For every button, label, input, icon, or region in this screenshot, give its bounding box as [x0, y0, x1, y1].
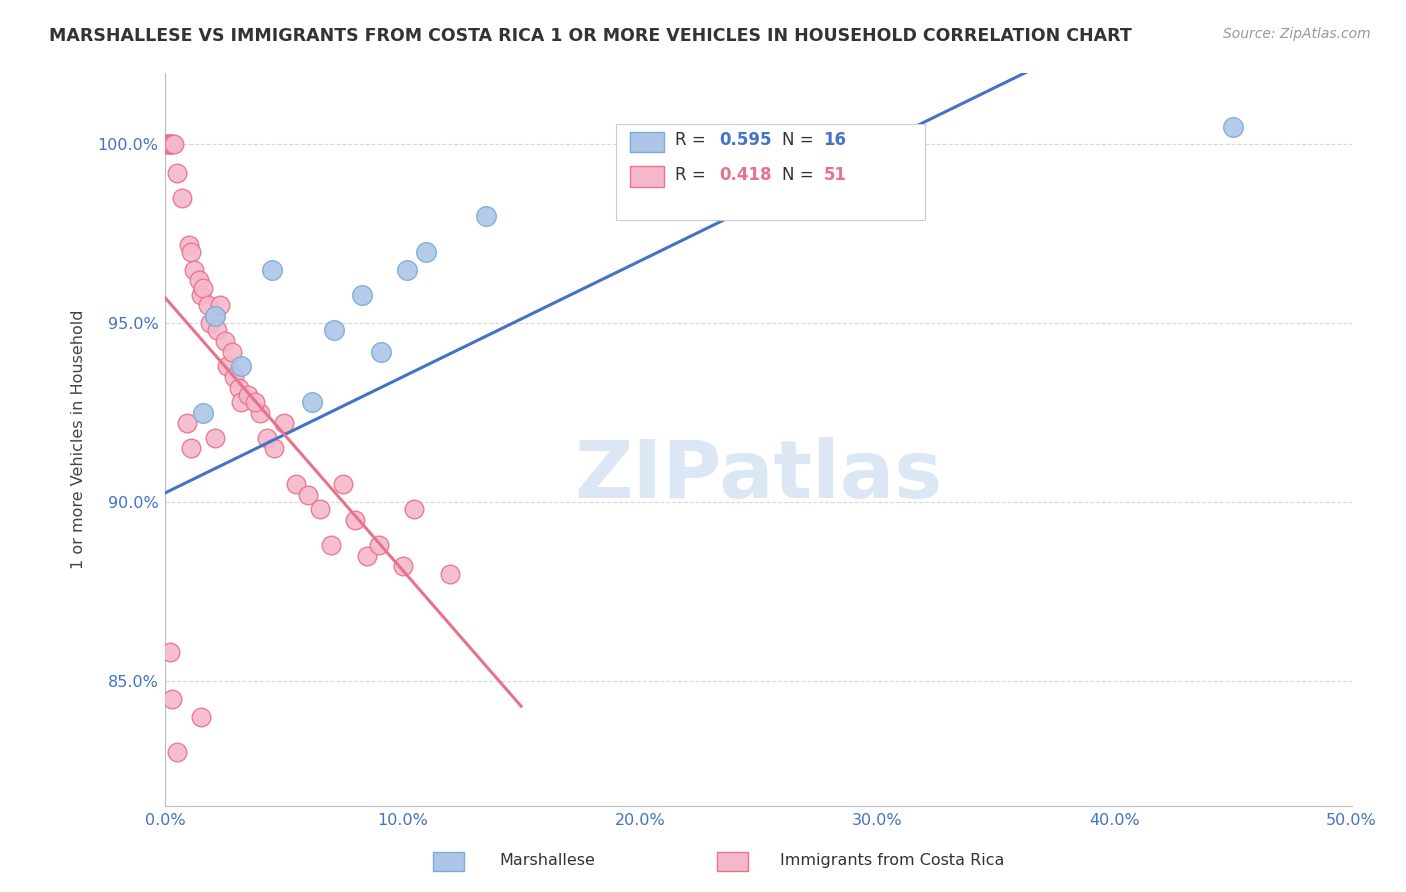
Text: Immigrants from Costa Rica: Immigrants from Costa Rica: [780, 854, 1005, 868]
Point: [321, 538, 343, 552]
Point: [180, 244, 202, 259]
Point: [308, 502, 330, 516]
Point: [204, 431, 226, 445]
Point: [159, 645, 181, 659]
Text: 51: 51: [824, 166, 846, 184]
Point: [224, 370, 246, 384]
Point: [404, 502, 426, 516]
Point: [352, 287, 374, 301]
Point: [155, 137, 177, 152]
Point: [260, 262, 283, 277]
Point: [208, 298, 231, 312]
Point: [370, 344, 392, 359]
Text: N =: N =: [782, 131, 820, 150]
Point: [160, 137, 183, 152]
Point: [301, 395, 323, 409]
Point: [391, 559, 413, 574]
Text: MARSHALLESE VS IMMIGRANTS FROM COSTA RICA 1 OR MORE VEHICLES IN HOUSEHOLD CORREL: MARSHALLESE VS IMMIGRANTS FROM COSTA RIC…: [49, 27, 1132, 45]
FancyBboxPatch shape: [630, 166, 664, 186]
Point: [263, 442, 285, 456]
Point: [367, 538, 389, 552]
Point: [332, 477, 354, 491]
Point: [356, 549, 378, 563]
Point: [228, 381, 250, 395]
Text: R =: R =: [675, 131, 711, 150]
Point: [245, 395, 267, 409]
Point: [215, 359, 238, 374]
Point: [166, 166, 188, 180]
Point: [207, 323, 229, 337]
Point: [190, 287, 212, 301]
Point: [256, 431, 278, 445]
Point: [166, 745, 188, 759]
Point: [177, 237, 200, 252]
Point: [190, 709, 212, 723]
Point: [183, 262, 205, 277]
Point: [159, 137, 181, 152]
Point: [273, 417, 295, 431]
Text: Source: ZipAtlas.com: Source: ZipAtlas.com: [1223, 27, 1371, 41]
Text: 16: 16: [824, 131, 846, 150]
Point: [193, 280, 215, 294]
Point: [162, 137, 184, 152]
Point: [221, 344, 243, 359]
Text: R =: R =: [675, 166, 711, 184]
Point: [197, 298, 219, 312]
Point: [322, 323, 344, 337]
Point: [214, 334, 236, 348]
Text: N =: N =: [782, 166, 820, 184]
Point: [187, 273, 209, 287]
Point: [200, 316, 222, 330]
Text: 0.418: 0.418: [720, 166, 772, 184]
Text: Marshallese: Marshallese: [499, 854, 595, 868]
Point: [284, 477, 307, 491]
Point: [180, 442, 202, 456]
Point: [231, 359, 253, 374]
Text: ZIPatlas: ZIPatlas: [574, 437, 942, 516]
Point: [474, 209, 496, 223]
Point: [170, 191, 193, 205]
Point: [204, 309, 226, 323]
Point: [415, 244, 437, 259]
Point: [1222, 120, 1244, 134]
Point: [344, 513, 367, 527]
Point: [204, 309, 226, 323]
FancyBboxPatch shape: [616, 124, 925, 219]
Y-axis label: 1 or more Vehicles in Household: 1 or more Vehicles in Household: [72, 310, 86, 569]
Point: [156, 137, 179, 152]
Text: 0.595: 0.595: [720, 131, 772, 150]
FancyBboxPatch shape: [630, 132, 664, 153]
Point: [238, 388, 260, 402]
Point: [297, 488, 319, 502]
Point: [162, 137, 184, 152]
Point: [249, 406, 271, 420]
Point: [193, 406, 215, 420]
Point: [396, 262, 419, 277]
Point: [231, 395, 253, 409]
Point: [157, 137, 180, 152]
Point: [162, 691, 184, 706]
Point: [176, 417, 198, 431]
Point: [439, 566, 461, 581]
